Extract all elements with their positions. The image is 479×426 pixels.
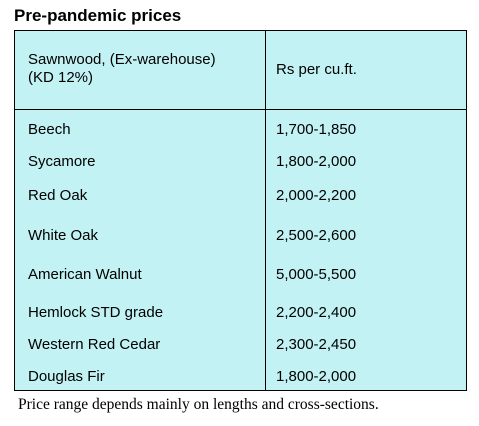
row-name: Red Oak (28, 187, 88, 204)
row-price: 2,200-2,400 (276, 304, 357, 321)
row-name: Western Red Cedar (28, 336, 161, 353)
footnote: Price range depends mainly on lengths an… (18, 396, 379, 413)
row-price: 2,000-2,200 (276, 187, 357, 204)
header-divider (15, 109, 466, 110)
row-name: American Walnut (28, 266, 142, 283)
row-price: 2,500-2,600 (276, 227, 357, 244)
row-price: 1,700-1,850 (276, 121, 357, 138)
page-title: Pre-pandemic prices (14, 6, 182, 25)
header-sawnwood-line2: (KD 12%) (28, 69, 94, 86)
column-divider (265, 31, 266, 390)
header-price: Rs per cu.ft. (276, 61, 357, 78)
row-name: Douglas Fir (28, 368, 105, 385)
header-sawnwood: Sawnwood, (Ex-warehouse) (KD 12%) (28, 51, 216, 87)
price-table: Sawnwood, (Ex-warehouse) (KD 12%) Rs per… (14, 30, 467, 391)
row-name: White Oak (28, 227, 99, 244)
row-price: 2,300-2,450 (276, 336, 357, 353)
row-name: Hemlock STD grade (28, 304, 164, 321)
row-name: Beech (28, 121, 71, 138)
row-price: 5,000-5,500 (276, 266, 357, 283)
row-name: Sycamore (28, 153, 96, 170)
row-price: 1,800-2,000 (276, 368, 357, 385)
header-sawnwood-line1: Sawnwood, (Ex-warehouse) (28, 51, 216, 68)
row-price: 1,800-2,000 (276, 153, 357, 170)
